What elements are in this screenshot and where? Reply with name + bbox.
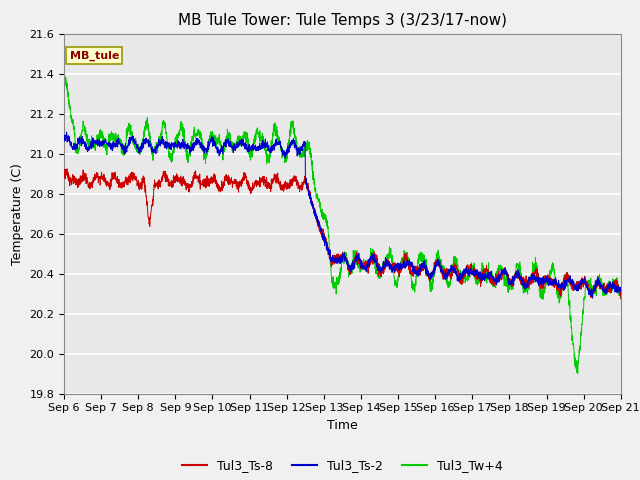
X-axis label: Time: Time (327, 419, 358, 432)
Tul3_Ts-2 (298, 147, 306, 153)
Tul3_Ts-8 (617, 296, 625, 301)
Tul3_Ts-8 (606, 288, 614, 294)
Tul3_Ts-2 (124, 145, 132, 151)
Line: Tul3_Ts-2: Tul3_Ts-2 (64, 132, 621, 298)
Tul3_Tw+4 (298, 153, 306, 159)
Line: Tul3_Ts-8: Tul3_Ts-8 (64, 169, 621, 299)
Tul3_Ts-8 (298, 184, 306, 190)
Legend: Tul3_Ts-8, Tul3_Ts-2, Tul3_Tw+4: Tul3_Ts-8, Tul3_Ts-2, Tul3_Tw+4 (177, 455, 508, 477)
Tul3_Ts-8 (63, 166, 71, 172)
Tul3_Ts-2 (589, 295, 596, 300)
Tul3_Tw+4 (274, 134, 282, 140)
Tul3_Ts-2 (546, 280, 554, 286)
Text: MB_tule: MB_tule (70, 51, 119, 61)
Tul3_Ts-2 (63, 129, 70, 135)
Line: Tul3_Tw+4: Tul3_Tw+4 (64, 77, 621, 373)
Tul3_Ts-8 (124, 179, 132, 184)
Tul3_Ts-2 (606, 279, 614, 285)
Tul3_Ts-2 (60, 139, 68, 144)
Tul3_Tw+4 (617, 295, 625, 301)
Tul3_Tw+4 (157, 132, 164, 138)
Tul3_Tw+4 (606, 285, 614, 291)
Tul3_Tw+4 (574, 371, 582, 376)
Y-axis label: Temperature (C): Temperature (C) (11, 163, 24, 264)
Tul3_Ts-2 (617, 288, 625, 293)
Tul3_Ts-8 (546, 275, 554, 280)
Tul3_Ts-8 (60, 174, 68, 180)
Tul3_Ts-2 (157, 140, 164, 146)
Tul3_Ts-8 (274, 170, 282, 176)
Tul3_Tw+4 (60, 82, 68, 87)
Tul3_Tw+4 (546, 268, 554, 274)
Tul3_Ts-8 (157, 180, 164, 186)
Tul3_Tw+4 (124, 131, 132, 136)
Tul3_Ts-2 (274, 141, 282, 146)
Tul3_Tw+4 (62, 74, 70, 80)
Title: MB Tule Tower: Tule Temps 3 (3/23/17-now): MB Tule Tower: Tule Temps 3 (3/23/17-now… (178, 13, 507, 28)
